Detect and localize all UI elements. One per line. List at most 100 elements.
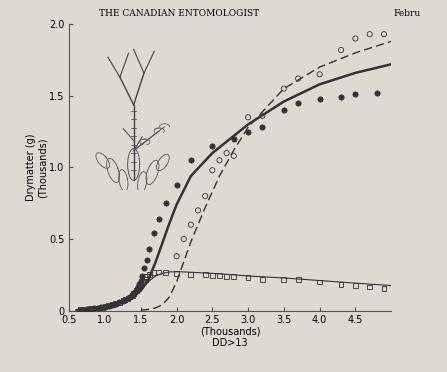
Point [245,275,252,280]
Point [202,193,209,199]
Point [155,216,162,222]
Point [124,295,131,301]
Point [98,305,105,311]
Point [316,96,323,102]
Point [150,230,157,236]
Point [366,284,373,290]
Point [173,253,180,259]
Point [143,273,150,279]
Point [112,301,119,307]
Point [223,150,230,156]
Point [122,297,129,303]
Point [101,304,109,310]
Y-axis label: Drymatter (g)
(Thousands): Drymatter (g) (Thousands) [26,134,48,201]
Legend: Leaves, Stems, Tubers: Leaves, Stems, Tubers [438,257,447,305]
Point [141,265,148,271]
Point [127,294,134,300]
Point [316,71,323,77]
Point [280,107,287,113]
Point [295,76,302,81]
Point [130,291,137,296]
Point [146,271,153,277]
Point [101,304,109,310]
Point [316,279,323,285]
Point [105,303,112,309]
Point [94,305,101,311]
Point [130,291,137,296]
Point [137,282,144,288]
Point [109,302,116,308]
Text: Febru: Febru [393,9,421,18]
Point [187,222,194,228]
Point [87,306,94,312]
Point [202,272,209,278]
Point [119,298,127,304]
Point [116,299,123,305]
Point [127,294,134,300]
Point [295,100,302,106]
Point [136,284,143,290]
Point [173,270,180,276]
Text: THE CANADIAN ENTOMOLOGIST: THE CANADIAN ENTOMOLOGIST [99,9,259,18]
Point [380,31,388,37]
Point [230,153,237,159]
Point [187,157,194,163]
Point [352,35,359,41]
Point [133,288,140,294]
Point [162,270,169,276]
Point [129,292,136,298]
Point [112,301,119,307]
Point [245,114,252,120]
Point [209,143,216,149]
Point [105,303,112,309]
Point [337,47,345,53]
Point [140,278,147,284]
Point [230,136,237,142]
Point [122,297,129,303]
Point [150,270,157,276]
Point [139,280,146,286]
Point [136,281,143,287]
Point [216,157,223,163]
Point [76,307,84,313]
Point [373,90,380,96]
Point [129,292,136,298]
Point [119,298,127,304]
Point [280,276,287,282]
Point [380,285,388,291]
Point [87,306,94,312]
Point [259,113,266,119]
Point [259,276,266,282]
Point [80,307,87,312]
Point [209,272,216,278]
Point [230,273,237,279]
Point [245,129,252,135]
Point [209,167,216,173]
Point [216,273,223,279]
Point [94,305,101,311]
Point [76,307,84,313]
X-axis label: (Thousands)
DD>13: (Thousands) DD>13 [200,327,261,349]
Point [223,273,230,279]
Point [84,307,91,312]
Point [173,182,180,187]
Point [142,276,149,282]
Point [137,278,144,283]
Point [133,286,140,292]
Point [155,269,162,275]
Point [135,284,142,290]
Point [124,295,131,301]
Point [352,92,359,97]
Point [84,307,91,312]
Point [91,305,98,311]
Point [295,277,302,283]
Point [91,305,98,311]
Point [162,200,169,206]
Point [116,299,123,305]
Point [366,31,373,37]
Point [131,289,139,295]
Point [131,289,139,295]
Point [187,271,194,277]
Point [80,307,87,312]
Point [109,302,116,308]
